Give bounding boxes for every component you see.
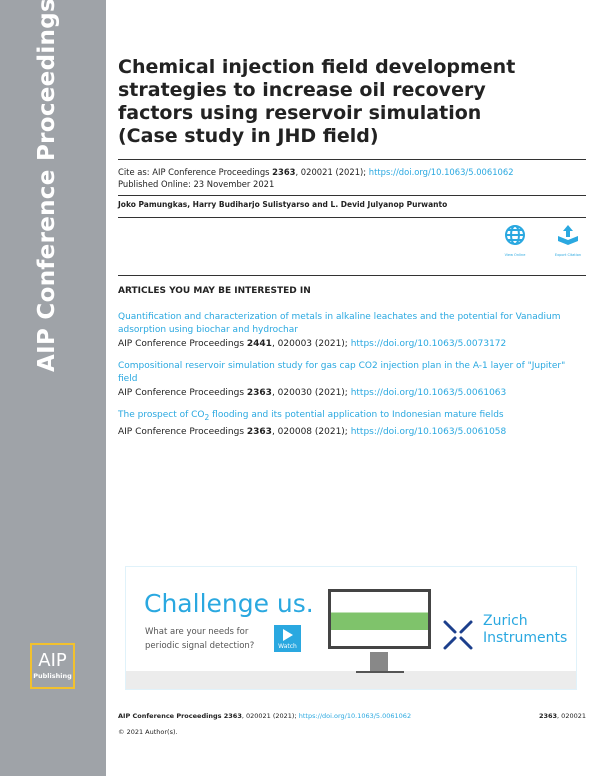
- export-citation-button[interactable]: Export Citation: [548, 224, 588, 257]
- export-icon: [558, 225, 578, 245]
- article-link[interactable]: Quantification and characterization of m…: [118, 312, 561, 335]
- list-item: Compositional reservoir simulation study…: [118, 360, 586, 400]
- article-link[interactable]: Compositional reservoir simulation study…: [118, 361, 566, 384]
- copyright: © 2021 Author(s).: [118, 728, 178, 736]
- related-heading: ARTICLES YOU MAY BE INTERESTED IN: [118, 286, 311, 296]
- list-item: The prospect of CO2 flooding and its pot…: [118, 409, 586, 439]
- divider: [118, 195, 586, 196]
- watch-button[interactable]: Watch: [274, 625, 301, 652]
- doi-link[interactable]: https://doi.org/10.1063/5.0061062: [298, 712, 412, 720]
- divider: [118, 275, 586, 276]
- article-link[interactable]: The prospect of CO2 flooding and its pot…: [118, 410, 504, 422]
- doi-link[interactable]: https://doi.org/10.1063/5.0073172: [350, 339, 507, 349]
- article-title: Chemical injection field development str…: [118, 56, 516, 147]
- citation: Cite as: AIP Conference Proceedings 2363…: [118, 166, 586, 190]
- monitor-image: [328, 589, 431, 649]
- footer-citation: AIP Conference Proceedings 2363, 020021 …: [118, 712, 586, 720]
- ad-headline: Challenge us.: [144, 589, 314, 618]
- doi-link[interactable]: https://doi.org/10.1063/5.0061062: [368, 167, 514, 177]
- view-online-button[interactable]: View Online: [495, 224, 535, 257]
- divider: [118, 217, 586, 218]
- doi-link[interactable]: https://doi.org/10.1063/5.0061063: [350, 388, 507, 398]
- related-articles: Quantification and characterization of m…: [118, 311, 586, 448]
- ad-text: What are your needs for periodic signal d…: [145, 627, 255, 651]
- authors: Joko Pamungkas, Harry Budiharjo Sulistya…: [118, 200, 448, 209]
- published-date: Published Online: 23 November 2021: [118, 179, 275, 189]
- sidebar: AIP Conference Proceedings AIP Publishin…: [0, 0, 106, 776]
- aip-publishing-logo: AIP Publishing: [30, 643, 75, 689]
- divider: [118, 159, 586, 160]
- zurich-logo-icon: [443, 620, 473, 650]
- ad-brand: Zurich Instruments: [483, 613, 568, 646]
- play-icon: [282, 629, 293, 641]
- doi-link[interactable]: https://doi.org/10.1063/5.0061058: [350, 427, 507, 438]
- globe-icon: [505, 225, 525, 245]
- vertical-journal-title: AIP Conference Proceedings: [34, 0, 60, 372]
- advertisement-banner[interactable]: Challenge us. What are your needs for per…: [125, 566, 577, 690]
- list-item: Quantification and characterization of m…: [118, 311, 586, 351]
